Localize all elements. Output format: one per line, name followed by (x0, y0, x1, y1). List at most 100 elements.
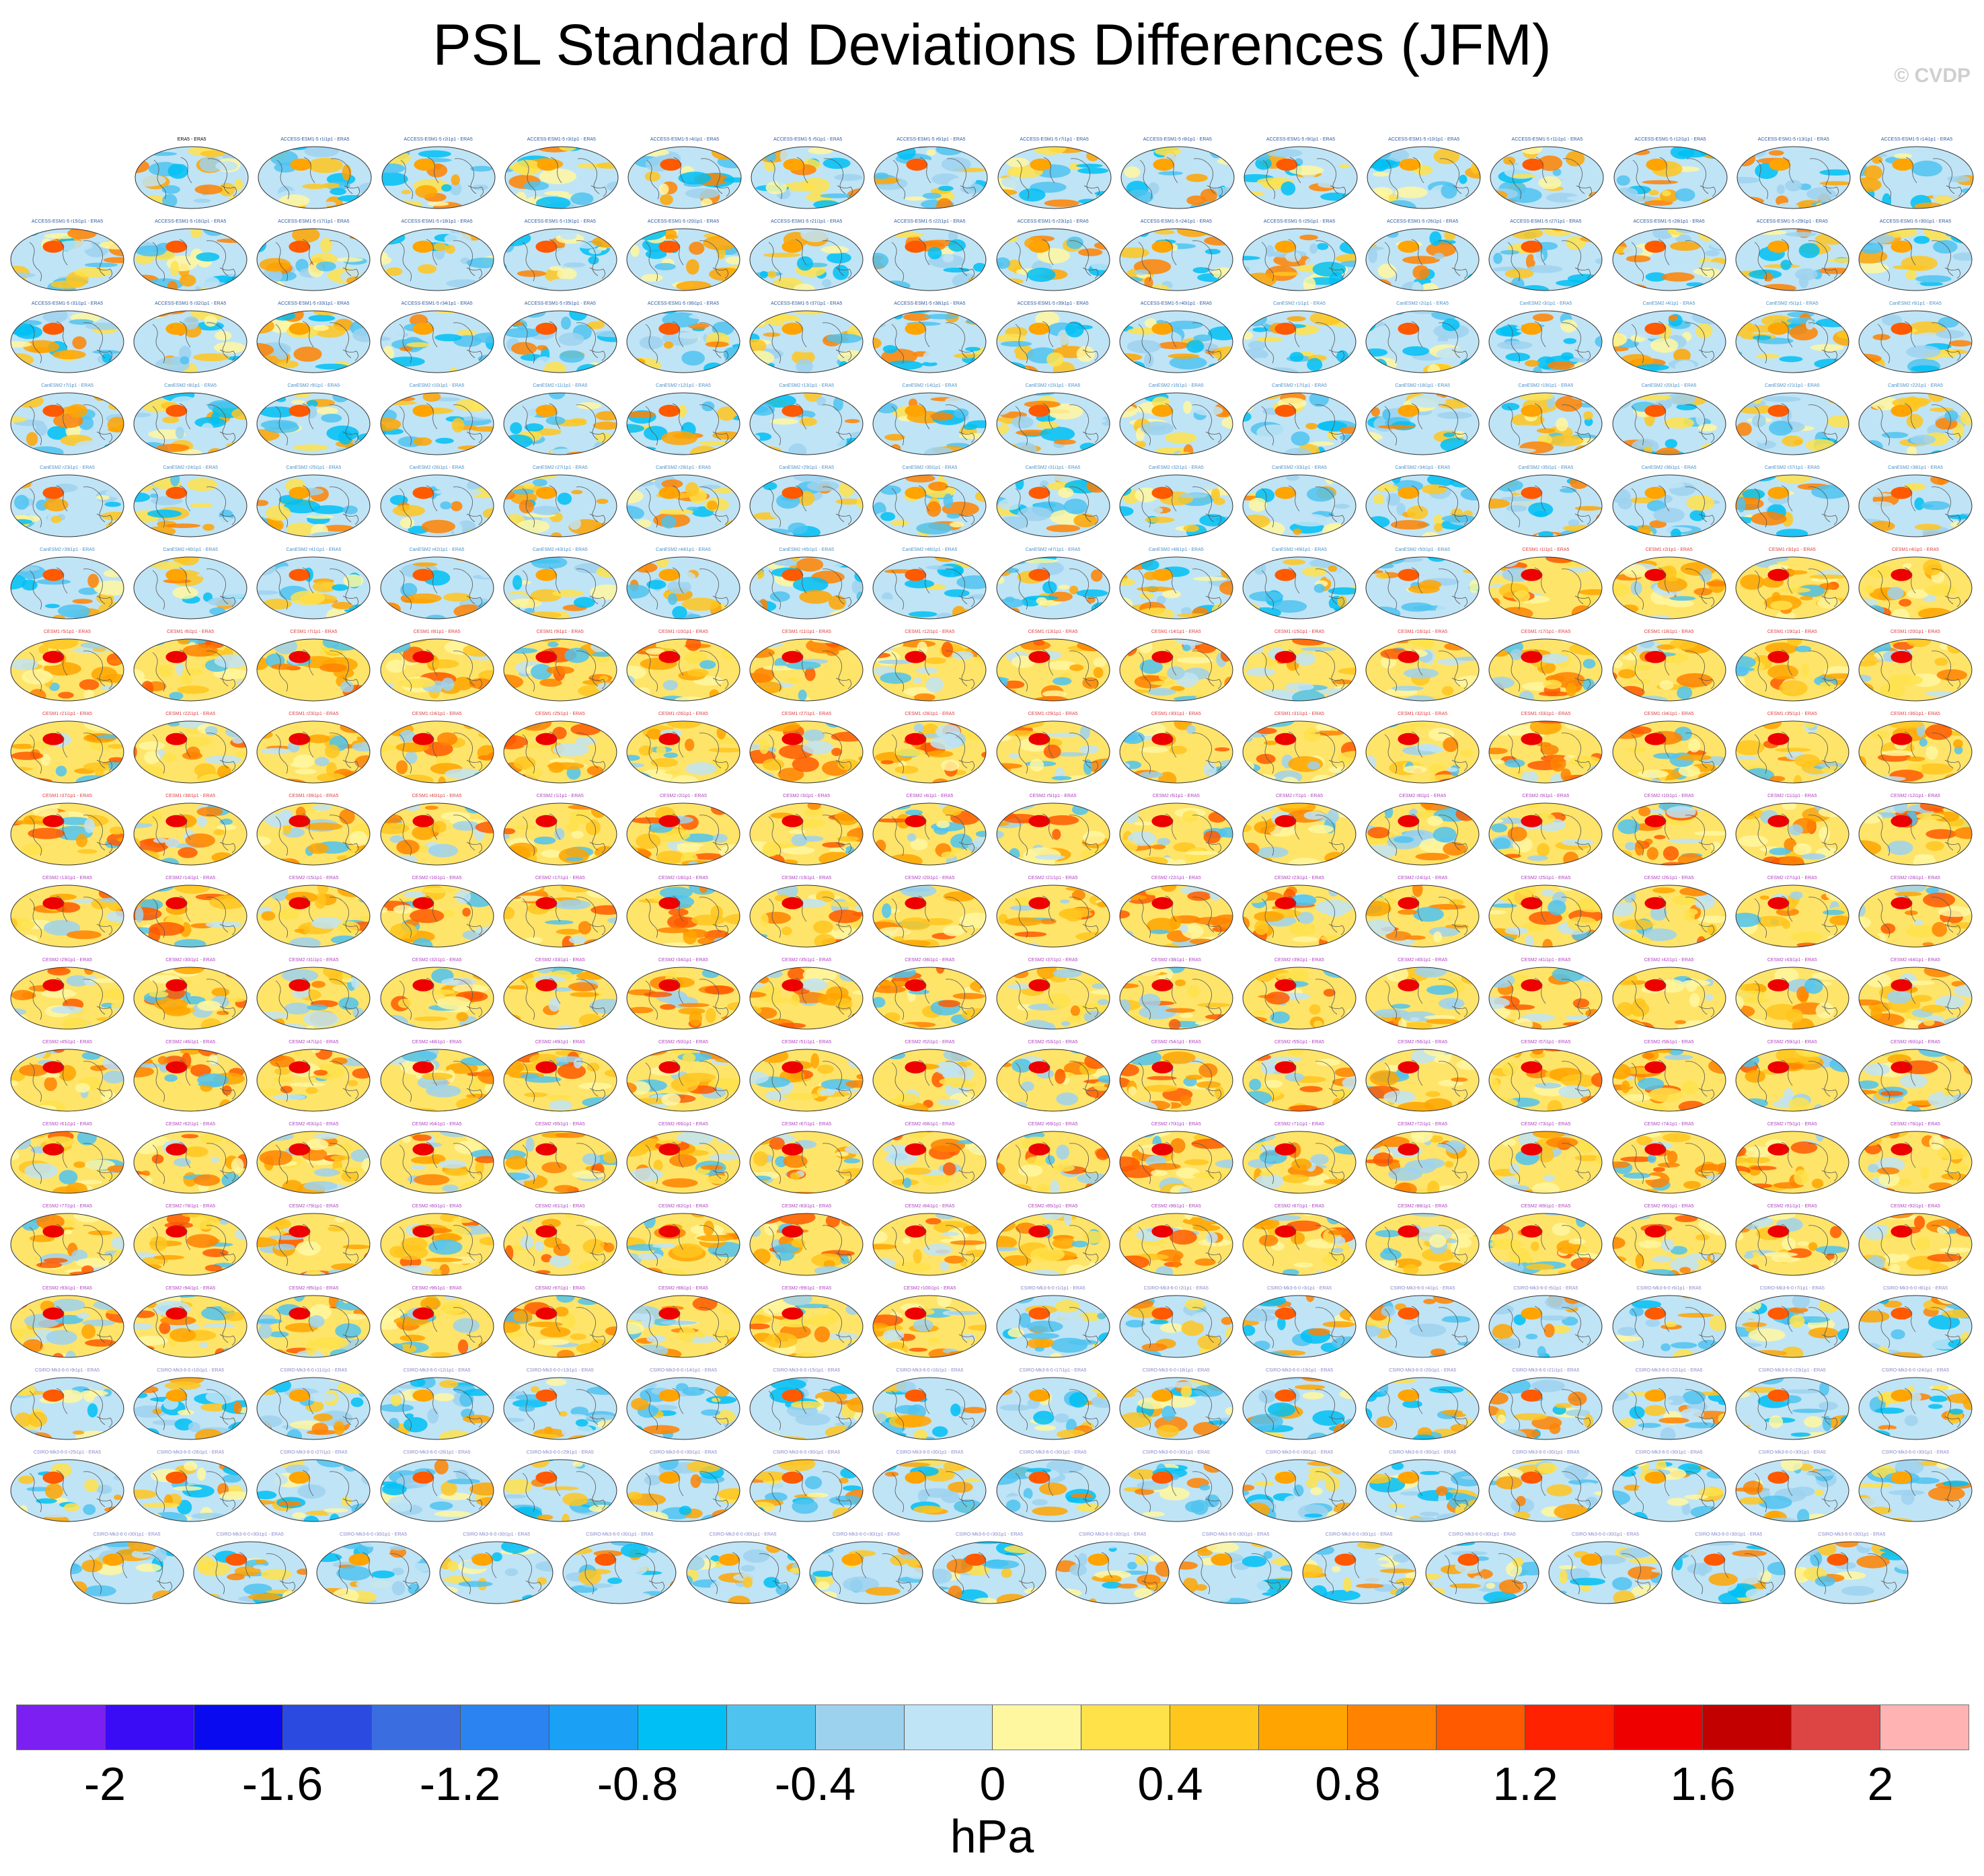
map-anomaly-patch (1134, 441, 1146, 448)
map-anomaly-patch (1925, 690, 1954, 697)
map-anomaly-patch (134, 856, 147, 865)
map-anomaly-patch (162, 752, 177, 762)
coastline (1289, 157, 1301, 184)
panel-title: CESM1 r26i1p1 - ERA5 (658, 712, 708, 716)
map-panel: ACCESS-ESM1-5 r10i1p1 - ERA5 (1366, 136, 1482, 210)
map-anomaly-patch (1289, 165, 1324, 176)
map-anomaly-patch (627, 451, 638, 455)
coastline (466, 349, 482, 361)
map-anomaly-patch (1533, 252, 1544, 264)
map-anomaly-patch (1046, 524, 1080, 533)
map-anomaly-patch (1637, 770, 1669, 778)
map-anomaly-patch (257, 311, 262, 321)
map-anomaly-patch (958, 288, 973, 291)
map-anomaly-patch (141, 681, 154, 697)
map-plot (133, 638, 247, 702)
panel-title: ACCESS-ESM1-5 r8i1p1 - ERA5 (1143, 137, 1212, 142)
map-anomaly-patch (1914, 523, 1942, 531)
panel-title: ACCESS-ESM1-5 r34i1p1 - ERA5 (401, 301, 473, 306)
map-anomaly-patch (925, 657, 947, 665)
map-anomaly-patch (340, 681, 354, 693)
north-pacific-anomaly (1151, 240, 1174, 253)
map-anomaly-patch (1548, 361, 1575, 370)
map-anomaly-patch (558, 848, 589, 864)
map-plot (749, 310, 864, 373)
map-anomaly-patch (875, 839, 886, 853)
map-anomaly-patch (560, 429, 584, 436)
map-anomaly-patch (196, 815, 208, 827)
map-border (380, 228, 494, 291)
map-anomaly-patch (568, 804, 603, 810)
map-anomaly-patch (831, 860, 858, 865)
map-panel: ACCESS-ESM1-5 r1i1p1 - ERA5 (257, 136, 373, 210)
map-border (626, 228, 740, 291)
map-panel: ACCESS-ESM1-5 r14i1p1 - ERA5 (1859, 136, 1975, 210)
map-anomaly-patch (190, 502, 213, 508)
map-anomaly-patch (1449, 477, 1475, 488)
map-anomaly-patch (1075, 163, 1103, 168)
map-anomaly-patch (418, 150, 451, 158)
map-panel: CanESM2 r6i1p1 - ERA5 (1858, 300, 1973, 374)
map-anomaly-patch (1437, 412, 1473, 419)
coastline (920, 157, 931, 184)
map-anomaly-patch (278, 194, 311, 207)
map-anomaly-patch (1960, 475, 1972, 477)
map-anomaly-patch (532, 505, 561, 516)
panel-title: CESM1 r8i1p1 - ERA5 (413, 630, 461, 634)
map-plot (1735, 310, 1849, 373)
map-anomaly-patch (873, 363, 882, 373)
map-anomaly-patch (84, 819, 96, 833)
map-anomaly-patch (640, 183, 663, 190)
map-plot (627, 146, 742, 209)
coastline (344, 185, 360, 197)
map-panel: CanESM2 r29i1p1 - ERA5 (749, 464, 864, 538)
map-plot (1119, 474, 1233, 537)
map-panel: CESM2 r8i1p1 - ERA5 (1365, 792, 1480, 866)
panel-title: ERA5 - ERA5 (177, 137, 206, 142)
map-anomaly-patch (751, 147, 769, 155)
coastline (1315, 322, 1338, 359)
map-anomaly-patch (1735, 475, 1754, 486)
map-anomaly-patch (661, 479, 683, 488)
map-panel: CESM1 r23i1p1 - ERA5 (256, 710, 371, 784)
map-plot (749, 228, 864, 291)
map-anomaly-patch (802, 729, 825, 742)
coastline (83, 322, 106, 359)
map-anomaly-patch (504, 167, 514, 173)
map-plot (380, 638, 494, 702)
map-plot (1735, 638, 1849, 702)
map-anomaly-patch (928, 482, 948, 491)
map-anomaly-patch (1053, 439, 1076, 445)
map-anomaly-patch (380, 697, 407, 701)
map-panel: CanESM2 r43i1p1 - ERA5 (502, 546, 618, 620)
map-anomaly-patch (789, 829, 806, 834)
map-anomaly-patch (596, 566, 617, 578)
coastline (1315, 240, 1338, 276)
map-anomaly-patch (1805, 320, 1814, 330)
map-anomaly-patch (353, 311, 367, 319)
map-anomaly-patch (1247, 198, 1265, 206)
map-anomaly-patch (1083, 759, 1092, 775)
map-panel: CESM1 r17i1p1 - ERA5 (1488, 628, 1603, 702)
map-anomaly-patch (1326, 858, 1354, 865)
map-anomaly-patch (880, 485, 902, 495)
map-anomaly-patch (1673, 348, 1691, 363)
map-panel: CanESM2 r14i1p1 - ERA5 (872, 382, 987, 456)
coastline (823, 240, 845, 276)
map-anomaly-patch (399, 517, 414, 529)
map-anomaly-patch (340, 721, 369, 733)
panel-title: CESM1 r24i1p1 - ERA5 (412, 712, 462, 716)
map-anomaly-patch (791, 834, 808, 847)
map-anomaly-patch (658, 509, 694, 515)
map-anomaly-patch (728, 557, 740, 562)
coastline (645, 406, 658, 446)
map-anomaly-patch (842, 475, 864, 481)
map-anomaly-patch (1458, 721, 1479, 726)
map-panel: CESM1 r27i1p1 - ERA5 (749, 710, 864, 784)
map-panel: ACCESS-ESM1-5 r32i1p1 - ERA5 (132, 300, 248, 374)
map-anomaly-patch (316, 407, 339, 415)
coastline (1042, 239, 1053, 266)
map-anomaly-patch (1467, 273, 1480, 286)
map-plot (133, 392, 247, 455)
map-anomaly-patch (558, 332, 584, 346)
